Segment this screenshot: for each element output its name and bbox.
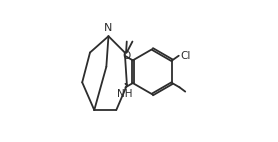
- Text: N: N: [104, 23, 113, 33]
- Text: Cl: Cl: [181, 51, 191, 61]
- Text: NH: NH: [117, 89, 133, 99]
- Text: O: O: [122, 51, 130, 61]
